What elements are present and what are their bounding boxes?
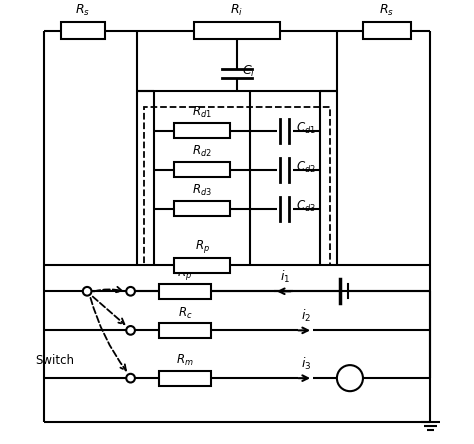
Text: $R_c$: $R_c$ — [178, 305, 192, 321]
Text: $R_{d1}$: $R_{d1}$ — [192, 105, 212, 120]
Text: $i_2$: $i_2$ — [301, 308, 311, 324]
Text: $i_3$: $i_3$ — [301, 356, 312, 372]
Text: $i_1$: $i_1$ — [280, 269, 290, 285]
Bar — [159, 323, 211, 338]
Bar — [174, 162, 230, 177]
Text: $R_p$: $R_p$ — [195, 238, 210, 255]
Circle shape — [83, 287, 91, 296]
Circle shape — [337, 365, 363, 391]
Bar — [159, 284, 211, 299]
Text: $R_{d2}$: $R_{d2}$ — [192, 144, 212, 159]
Text: $R_i$: $R_i$ — [230, 3, 244, 18]
Bar — [174, 201, 230, 216]
Text: $R_p$: $R_p$ — [177, 265, 192, 281]
Circle shape — [126, 287, 135, 296]
Text: $R_{d3}$: $R_{d3}$ — [192, 183, 212, 198]
Text: Switch: Switch — [35, 354, 74, 367]
Text: $C_{d3}$: $C_{d3}$ — [296, 199, 316, 214]
Bar — [159, 371, 211, 386]
Bar — [174, 258, 230, 273]
Text: $C_i$: $C_i$ — [242, 64, 255, 79]
Text: A: A — [346, 372, 354, 385]
Bar — [363, 22, 411, 39]
Text: $C_{d2}$: $C_{d2}$ — [296, 160, 316, 175]
Text: $R_m$: $R_m$ — [176, 353, 194, 369]
Bar — [193, 22, 281, 39]
Text: $R_s$: $R_s$ — [75, 3, 91, 18]
Circle shape — [126, 326, 135, 335]
Bar — [174, 123, 230, 138]
Circle shape — [126, 374, 135, 382]
Text: $R_s$: $R_s$ — [379, 3, 394, 18]
Text: $C_{d1}$: $C_{d1}$ — [296, 121, 316, 136]
Bar — [61, 22, 105, 39]
